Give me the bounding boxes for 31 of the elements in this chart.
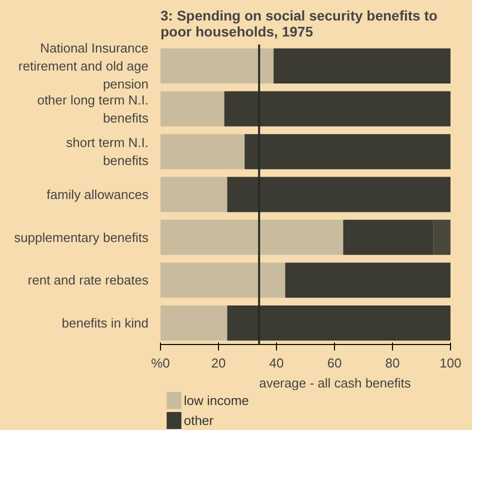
bar xyxy=(227,176,450,212)
bar xyxy=(244,134,450,170)
y-tick-label: other long term N.I. benefits xyxy=(37,92,149,126)
bar xyxy=(160,176,228,212)
x-tick-label: 60 xyxy=(327,356,342,370)
legend-label: other xyxy=(184,413,214,428)
bar xyxy=(160,262,286,298)
y-tick-label: rent and rate rebates xyxy=(28,272,149,288)
x-tick-label: 20 xyxy=(211,356,226,370)
bar xyxy=(285,262,450,298)
x-tick-label: %0 xyxy=(151,356,170,370)
bar xyxy=(160,220,344,255)
x-tick-label: 40 xyxy=(269,356,284,370)
bar xyxy=(224,91,450,126)
bar xyxy=(160,306,228,341)
legend-label: low income xyxy=(184,393,249,408)
chart-title: 3: Spending on social security benefits to poor households, 1975 xyxy=(160,8,438,40)
bar xyxy=(227,306,450,341)
y-tick-label: family allowances xyxy=(46,187,149,202)
ref-line-label: average - all cash benefits xyxy=(259,376,412,390)
bar xyxy=(160,48,274,84)
x-tick-label: 100 xyxy=(440,356,462,370)
bar xyxy=(274,48,450,84)
bar xyxy=(343,220,434,255)
bar xyxy=(433,220,450,255)
x-tick-label: 80 xyxy=(385,356,400,370)
bar xyxy=(160,91,224,126)
y-tick-label: supplementary benefits xyxy=(14,230,149,245)
y-tick-label: benefits in kind xyxy=(62,316,149,331)
y-tick-label: short term N.I. benefits xyxy=(66,135,149,168)
bar xyxy=(160,134,245,170)
